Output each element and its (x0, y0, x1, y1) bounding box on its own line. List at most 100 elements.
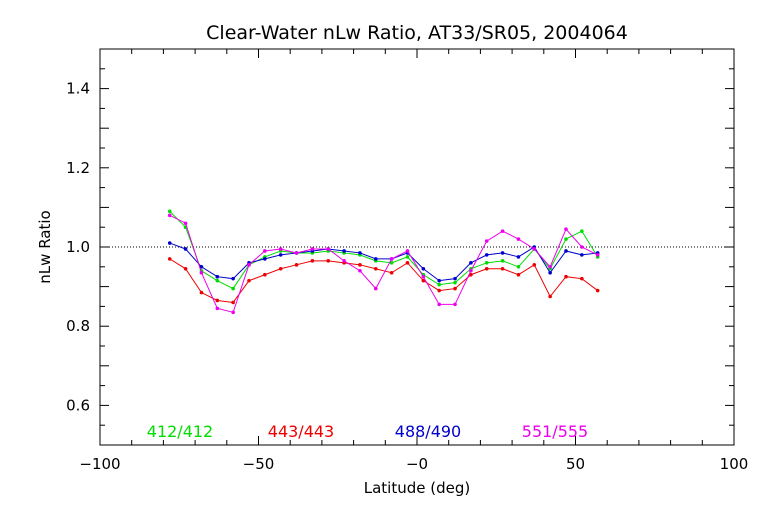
x-axis: −100 −50 −0 50 100 (79, 49, 748, 473)
data-point (215, 274, 220, 279)
data-point (580, 276, 584, 281)
data-point (516, 255, 521, 259)
data-point (231, 286, 235, 291)
data-point (231, 300, 235, 305)
data-point (263, 272, 267, 277)
y-axis-label: nLw Ratio (36, 210, 54, 283)
data-point (215, 306, 220, 311)
data-point (373, 266, 378, 271)
y-tick-label: 0.8 (66, 317, 90, 335)
data-point (199, 265, 204, 269)
data-point (453, 302, 457, 307)
data-point (310, 247, 315, 251)
data-point (294, 263, 299, 267)
data-point (421, 274, 426, 279)
data-point (484, 266, 489, 271)
data-point (595, 253, 600, 257)
data-point (215, 278, 220, 283)
data-point (453, 276, 457, 281)
series-line (169, 258, 598, 303)
data-point (389, 270, 394, 275)
data-point (437, 288, 441, 293)
data-point (516, 237, 521, 241)
y-tick-label: 1.4 (66, 80, 90, 98)
data-point (294, 251, 299, 255)
x-tick-label: 50 (566, 455, 585, 473)
data-point (500, 259, 505, 263)
data-point (516, 265, 521, 269)
data-point (500, 266, 505, 271)
data-point (389, 261, 394, 265)
data-point (167, 257, 172, 261)
data-point (326, 247, 331, 251)
data-point (595, 288, 600, 293)
data-point (167, 209, 172, 214)
data-point (532, 263, 537, 267)
data-point (453, 286, 457, 291)
data-point (405, 249, 410, 253)
data-point (437, 278, 441, 283)
x-tick-label: −50 (243, 455, 275, 473)
x-tick-label: −100 (79, 455, 120, 473)
data-point (215, 298, 220, 303)
data-point (278, 247, 283, 251)
data-point (358, 251, 362, 255)
data-point (263, 249, 267, 253)
data-point (183, 247, 188, 251)
data-point (580, 253, 584, 257)
data-point (484, 261, 489, 265)
data-point (247, 263, 251, 267)
data-point (405, 255, 410, 259)
legend-entry: 551/555 (522, 422, 588, 441)
data-point (358, 263, 362, 267)
data-point (516, 272, 521, 277)
x-tick-label: 100 (720, 455, 749, 473)
data-point (500, 251, 505, 255)
series-layer (167, 209, 600, 315)
data-point (484, 253, 489, 257)
y-tick-label: 0.6 (66, 396, 90, 414)
data-point (580, 229, 584, 233)
x-axis-label: Latitude (deg) (364, 479, 470, 497)
y-tick-label: 1.2 (66, 159, 90, 177)
data-point (564, 274, 568, 279)
data-point (278, 253, 283, 257)
data-point (500, 229, 505, 233)
legend-entry: 412/412 (147, 422, 213, 441)
data-point (564, 237, 568, 241)
chart-title: Clear-Water nLw Ratio, AT33/SR05, 200406… (206, 22, 628, 44)
data-point (326, 259, 331, 263)
series-line (169, 242, 598, 282)
data-point (469, 261, 473, 265)
data-point (437, 302, 441, 307)
data-point (167, 241, 172, 245)
data-point (231, 276, 235, 281)
data-point (469, 268, 473, 273)
data-point (548, 294, 552, 299)
data-point (548, 270, 552, 275)
y-tick-label: 1.0 (66, 238, 90, 256)
data-point (484, 239, 489, 243)
data-point (342, 249, 346, 253)
data-point (564, 227, 568, 231)
data-point (199, 270, 204, 275)
data-point (373, 286, 378, 291)
y-axis: 0.6 0.8 1.0 1.2 1.4 (66, 48, 734, 446)
data-point (389, 257, 394, 261)
data-point (437, 282, 441, 287)
data-point (373, 257, 378, 261)
data-point (310, 259, 315, 263)
data-point (167, 213, 172, 218)
data-point (421, 266, 426, 271)
data-point (183, 266, 188, 271)
legend-entry: 443/443 (268, 422, 334, 441)
legend-entry: 488/490 (395, 422, 461, 441)
series-line (169, 214, 598, 313)
data-point (548, 265, 552, 269)
legend: 412/412 443/443 488/490 551/555 (147, 422, 588, 441)
data-point (183, 221, 188, 226)
data-point (532, 247, 537, 251)
data-point (421, 278, 426, 283)
data-point (564, 249, 568, 253)
